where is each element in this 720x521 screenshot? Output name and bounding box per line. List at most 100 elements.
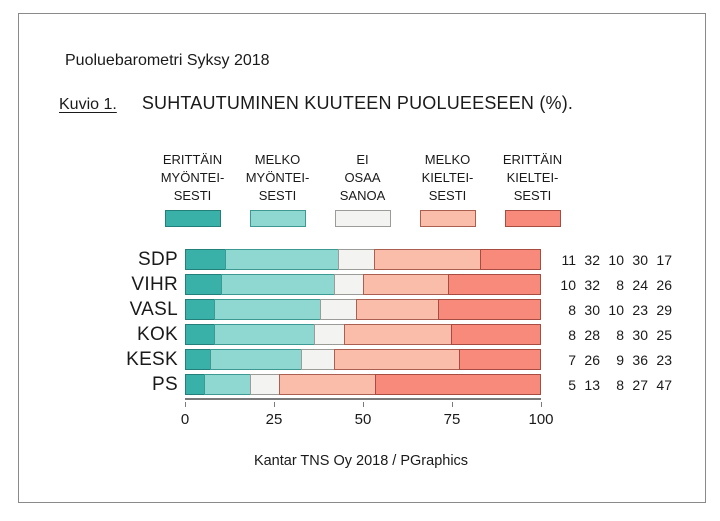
- legend-item: ERITTÄIN KIELTEI- SESTI: [490, 151, 575, 227]
- party-label: KOK: [136, 323, 178, 345]
- value-label: 29: [656, 301, 672, 318]
- value-label: 9: [616, 351, 624, 368]
- value-label: 25: [656, 326, 672, 343]
- value-label: 8: [568, 301, 576, 318]
- bar-segment: [373, 249, 481, 270]
- value-label: 13: [584, 376, 600, 393]
- stacked-bar: [185, 374, 541, 395]
- legend-swatch: [249, 210, 306, 227]
- axis-tick: [273, 402, 275, 407]
- chart-row: VASL 8 30 10 23 29: [60, 299, 672, 320]
- bar-segment: [314, 324, 345, 345]
- legend-swatch: [334, 210, 391, 227]
- legend-label-line: MELKO: [254, 152, 301, 167]
- legend-label-line: SANOA: [339, 188, 386, 203]
- legend-label-line: ERITTÄIN: [502, 152, 563, 167]
- legend-label-line: SESTI: [513, 188, 552, 203]
- bar-segment: [459, 349, 541, 370]
- stacked-bar: [185, 349, 541, 370]
- axis-tick: [184, 402, 186, 407]
- value-label: 11: [561, 251, 576, 268]
- value-label: 32: [584, 251, 600, 268]
- stacked-bar: [185, 249, 541, 270]
- value-label: 5: [568, 376, 576, 393]
- bar-segment: [185, 349, 212, 370]
- bar-segment: [185, 374, 205, 395]
- bar-segment: [214, 324, 316, 345]
- value-label: 8: [616, 376, 624, 393]
- value-label: 28: [584, 326, 600, 343]
- report-title: Puoluebarometri Syksy 2018: [65, 52, 270, 69]
- legend-item: ERITTÄIN MYÖNTEI- SESTI: [150, 151, 235, 227]
- bar-segment: [343, 324, 452, 345]
- bar-segment: [214, 299, 321, 320]
- axis-tick: [451, 402, 453, 407]
- legend-label-line: KIELTEI-: [421, 170, 474, 185]
- chart-row: VIHR 10 32 8 24 26: [60, 274, 672, 295]
- value-label: 10: [608, 251, 624, 268]
- bar-segment: [450, 324, 541, 345]
- x-axis: 0 25 50 75 100: [181, 398, 554, 428]
- chart-row: KOK 8 28 8 30 25: [60, 324, 672, 345]
- figure-title: SUHTAUTUMINEN KUUTEEN PUOLUEESEEN (%).: [141, 93, 574, 113]
- value-label: 8: [568, 326, 576, 343]
- axis-tick: [362, 402, 364, 407]
- party-label: VASL: [129, 298, 178, 320]
- value-label: 32: [584, 276, 600, 293]
- legend-label-line: ERITTÄIN: [162, 152, 223, 167]
- axis-tick-label: 25: [265, 411, 283, 428]
- value-label: 8: [616, 276, 624, 293]
- value-label: 8: [616, 326, 624, 343]
- figure-label: Kuvio 1.: [59, 96, 117, 113]
- party-label: VIHR: [131, 273, 178, 295]
- figure-heading: Kuvio 1. SUHTAUTUMINEN KUUTEEN PUOLUEESEE…: [59, 93, 573, 114]
- value-labels: 7 26 9 36 23: [552, 352, 672, 368]
- bar-segment: [210, 349, 303, 370]
- axis-tick-label: 50: [354, 411, 372, 428]
- source-credit: Kantar TNS Oy 2018 / PGraphics: [253, 453, 469, 469]
- legend: ERITTÄIN MYÖNTEI- SESTI MELKO MYÖNTEI- SESTI E…: [150, 151, 575, 227]
- value-labels: 8 30 10 23 29: [552, 302, 672, 318]
- value-label: 30: [584, 301, 600, 318]
- party-label: KESK: [126, 348, 178, 370]
- chart-row: PS 5 13 8 27 47: [60, 374, 672, 395]
- value-label: 7: [568, 351, 576, 368]
- stacked-bar: [185, 299, 541, 320]
- bar-segment: [203, 374, 251, 395]
- bar-segment: [334, 274, 364, 295]
- value-label: 30: [632, 326, 648, 343]
- legend-swatch: [504, 210, 561, 227]
- value-label: 23: [632, 301, 648, 318]
- chart-row: KESK 7 26 9 36 23: [60, 349, 672, 370]
- bar-segment: [185, 274, 222, 295]
- bar-segment: [279, 374, 376, 395]
- legend-label-line: OSAA: [344, 170, 381, 185]
- value-labels: 5 13 8 27 47: [552, 377, 672, 393]
- value-labels: 11 32 10 30 17: [552, 252, 672, 268]
- value-label: 23: [656, 351, 672, 368]
- axis-tick: [540, 402, 542, 407]
- legend-label-line: SESTI: [258, 188, 297, 203]
- value-label: 47: [656, 376, 672, 393]
- legend-label-line: MYÖNTEI-: [160, 170, 225, 185]
- axis-tick-label: 75: [443, 411, 461, 428]
- legend-label-line: KIELTEI-: [506, 170, 559, 185]
- legend-swatch: [164, 210, 221, 227]
- axis-tick-label: 100: [528, 411, 554, 428]
- legend-label-line: SESTI: [428, 188, 467, 203]
- value-label: 26: [584, 351, 600, 368]
- legend-label-line: MYÖNTEI-: [245, 170, 310, 185]
- party-label: SDP: [138, 248, 178, 270]
- bar-segment: [224, 249, 339, 270]
- chart-row: SDP 11 32 10 30 17: [60, 249, 672, 270]
- bar-segment: [301, 349, 335, 370]
- bar-segment: [221, 274, 335, 295]
- bar-rows: SDP 11 32 10 30 17 VIHR 10 32 8 24 26 VASL 8 30 10 23 29 K…: [60, 249, 672, 399]
- bar-segment: [320, 299, 357, 320]
- axis-tick-label: 0: [180, 411, 190, 428]
- bar-segment: [374, 374, 541, 395]
- party-label: PS: [152, 373, 178, 395]
- stacked-bar: [185, 274, 541, 295]
- legend-item: MELKO KIELTEI- SESTI: [405, 151, 490, 227]
